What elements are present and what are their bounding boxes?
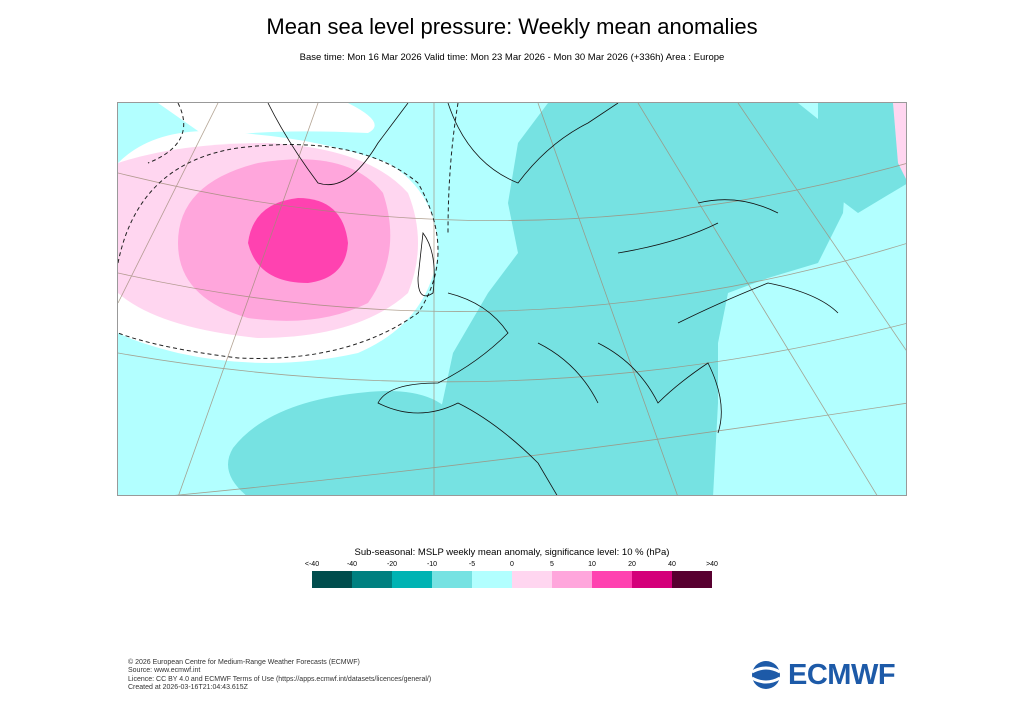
legend-title: Sub-seasonal: MSLP weekly mean anomaly, … [354,547,670,558]
created-at: Created at 2026-03-16T21:04:43.615Z [128,684,248,692]
legend-tick: 40 [668,561,676,568]
ecmwf-logo: ECMWF [748,658,898,692]
anomaly-region-20-40 [248,198,348,283]
ecmwf-logo-text: ECMWF [788,658,896,691]
coastlines [267,103,839,495]
legend-colorbar [312,571,712,588]
legend-tick: -20 [386,561,398,568]
legend-tick: 10 [588,561,596,568]
ecmwf-logo-icon [751,661,781,689]
legend-tick: 0 [510,561,514,568]
legend-ticks: <-40 -40 -20 -10 -5 0 5 10 20 40 >40 [305,561,718,571]
legend-color-swatch [632,571,672,588]
footer: © 2026 European Centre for Medium-Range … [128,659,431,693]
legend-tick: >40 [706,561,718,568]
source: Source: www.ecmwf.int [128,667,201,675]
legend-color-swatch [672,571,712,588]
legend-color-swatch [432,571,472,588]
licence: Licence: CC BY 4.0 and ECMWF Terms of Us… [128,675,432,683]
neutral-band-north [158,103,375,138]
legend-color-swatch [392,571,432,588]
anomaly-region-neg5-10 [438,103,848,495]
legend-tick: 5 [550,561,554,568]
map-canvas [118,103,906,495]
legend-tick: -5 [468,561,476,568]
legend-color-swatch [552,571,592,588]
anomaly-map [117,102,907,496]
anomaly-region-neg5-10-east [818,103,906,213]
graticule [118,103,906,495]
legend-color-swatch [352,571,392,588]
chart-subtitle: Base time: Mon 16 Mar 2026 Valid time: M… [299,52,725,63]
copyright: © 2026 European Centre for Medium-Range … [128,659,360,666]
legend-color-swatch [312,571,352,588]
legend-color-swatch [472,571,512,588]
legend-color-swatch [512,571,552,588]
contours [118,103,459,359]
anomaly-region-5-10-ne [893,103,906,179]
anomaly-region-neg5-10-atlantic [228,391,463,495]
legend-tick: -40 [346,561,358,568]
legend-tick: -10 [426,561,438,568]
chart-title: Mean sea level pressure: Weekly mean ano… [266,14,758,39]
legend-tick: 20 [628,561,636,568]
legend-color-swatch [592,571,632,588]
legend-tick: <-40 [304,561,320,568]
